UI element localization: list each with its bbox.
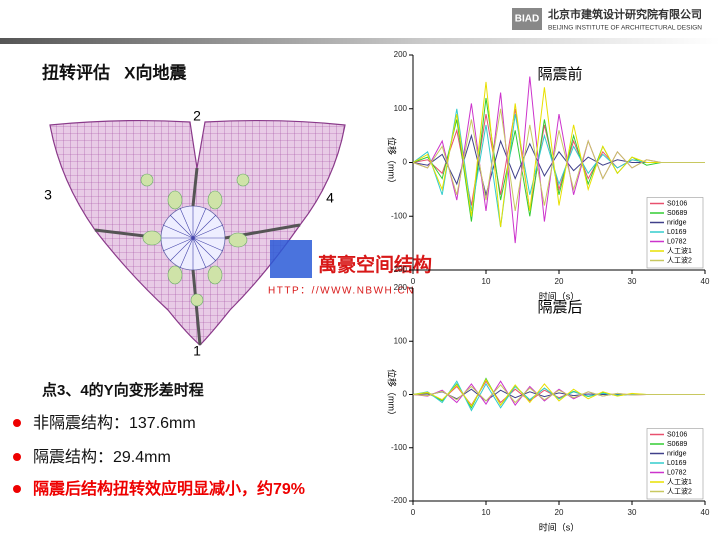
x-tick-label: 10 [482, 508, 491, 517]
x-tick-label: 30 [628, 277, 637, 286]
plan-label: 2 [193, 108, 201, 124]
y-tick-label: 100 [394, 336, 408, 345]
bullet: 非隔震结构：137.6mm [33, 414, 196, 432]
legend-label: L0169 [667, 460, 687, 467]
bullet: 隔震后结构扭转效应明显减小，约79% [33, 479, 305, 498]
y-tick-label: 0 [403, 158, 408, 167]
series-line [412, 384, 705, 404]
slide-title: 扭转评估 X向地震 [42, 62, 188, 82]
legend-label: L0169 [667, 229, 687, 236]
watermark-url: HTTP：//WWW.NBWH.CN [268, 286, 415, 297]
watermark: 萬豪空间结构 HTTP：//WWW.NBWH.CN [268, 240, 432, 297]
x-tick-label: 20 [555, 508, 564, 517]
legend-label: S0106 [667, 431, 687, 438]
center-star [161, 206, 225, 270]
y-tick-label: 200 [394, 283, 408, 292]
plan-axes [94, 167, 301, 346]
chart-title: 隔震前 [537, 66, 582, 83]
x-tick-label: 40 [701, 508, 710, 517]
legend-label: 人工波1 [667, 477, 692, 486]
x-tick-label: 0 [411, 277, 416, 286]
bullet: 隔震结构：29.4mm [33, 448, 171, 466]
legend-label: nridge [667, 450, 687, 457]
bullet-dot [13, 419, 21, 427]
legend-label: 人工波1 [667, 246, 692, 255]
logo: BIAD [515, 14, 539, 25]
bullet-dot [13, 453, 21, 461]
company-en: BEIJING INSTITUTE OF ARCHITECTURAL DESIG… [548, 25, 702, 32]
legend-label: nridge [667, 219, 687, 226]
x-tick-label: 30 [628, 508, 637, 517]
watermark-logo [270, 240, 312, 278]
legend-label: 人工波2 [667, 486, 692, 495]
company: 北京市建筑设计研究院有限公司 [548, 7, 702, 21]
x-axis-label: 时间（s） [539, 290, 580, 301]
legend-label: L0782 [667, 469, 687, 476]
plan-label: 4 [326, 190, 334, 206]
y-tick-label: -200 [391, 265, 408, 274]
legend-label: S0689 [667, 441, 687, 448]
x-tick-label: 10 [482, 277, 491, 286]
series-line [412, 133, 705, 197]
bullet-dot [13, 485, 21, 493]
series-line [412, 108, 705, 211]
series-line [412, 108, 705, 211]
x-tick-label: 40 [701, 277, 710, 286]
series-line [412, 81, 705, 228]
chart-title: 隔震后 [537, 299, 582, 316]
plan-nodes [140, 173, 250, 307]
x-tick-label: 0 [411, 508, 416, 517]
header-bar [0, 38, 720, 44]
plan-label: 3 [44, 187, 52, 203]
structure-plan [49, 119, 346, 346]
x-tick-label: 20 [555, 277, 564, 286]
legend-label: S0106 [667, 200, 687, 207]
subheading: 点3、4的Y向变形差时程 [42, 381, 204, 399]
x-axis-label: 时间（s） [539, 521, 580, 532]
series-line [412, 97, 705, 222]
legend-label: 人工波2 [667, 255, 692, 264]
logo-box [512, 8, 542, 30]
y-tick-label: -100 [391, 211, 408, 220]
legend-label: L0782 [667, 238, 687, 245]
y-axis-label: 位移（mm） [387, 137, 398, 188]
y-tick-label: -200 [391, 496, 408, 505]
plan-label: 1 [193, 343, 201, 359]
legend-label: S0689 [667, 210, 687, 217]
y-tick-label: 200 [394, 50, 408, 59]
watermark-name: 萬豪空间结构 [318, 253, 432, 276]
y-tick-label: 0 [403, 390, 408, 399]
y-tick-label: 100 [394, 104, 408, 113]
y-axis-label: 位移（mm） [387, 369, 398, 420]
y-tick-label: -100 [391, 443, 408, 452]
